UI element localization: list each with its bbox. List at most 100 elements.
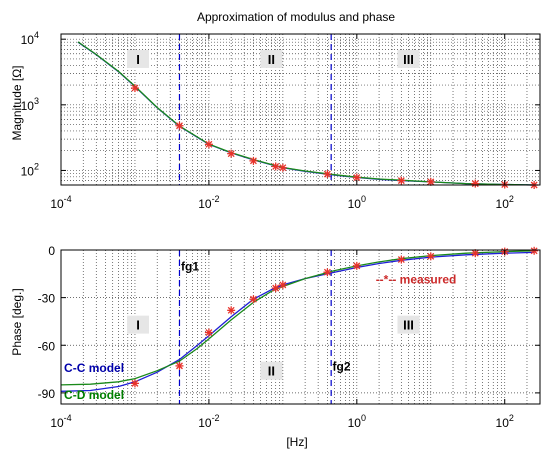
- phase-measured-stroke: [471, 249, 479, 257]
- magnitude-measured-stroke: [131, 84, 139, 92]
- magnitude-measured-point: [426, 177, 435, 186]
- magnitude-x-tick-label: 10-4: [50, 194, 71, 211]
- phase-measured-stroke: [227, 306, 235, 314]
- magnitude-x-tick-exponent: -2: [212, 194, 220, 204]
- magnitude-measured-point: [471, 179, 480, 188]
- phase-region-box: [397, 315, 420, 334]
- phase-y-tick-label: 0: [48, 244, 55, 258]
- magnitude-region-box: [397, 49, 420, 68]
- magnitude-measured-stroke: [272, 162, 280, 170]
- phase-measured-point: [352, 261, 361, 270]
- magnitude-x-tick-exponent: 0: [361, 194, 366, 204]
- phase-y-tick-label: -90: [38, 387, 56, 401]
- magnitude-x-tick-exponent: -4: [64, 194, 72, 204]
- phase-annotation: --*-- measured: [376, 272, 457, 286]
- phase-measured-stroke: [279, 281, 287, 289]
- phase-measured-stroke: [397, 256, 405, 263]
- magnitude-y-tick-base: 10: [21, 33, 35, 47]
- phase-measured-stroke: [205, 329, 213, 337]
- magnitude-y-tick-exponent: 4: [34, 30, 39, 40]
- phase-y-tick-label: -60: [38, 339, 56, 353]
- magnitude-y-tick-exponent: 2: [34, 161, 39, 171]
- magnitude-measured-point: [249, 156, 258, 165]
- phase-x-tick-exponent: 2: [509, 413, 514, 423]
- magnitude-region-label: II: [268, 52, 275, 67]
- magnitude-axes-box: [60, 33, 541, 186]
- phase-grid: [61, 250, 540, 404]
- phase-region-box: [260, 361, 283, 380]
- phase-annotation: fg2: [333, 360, 351, 374]
- phase-region-label: III: [403, 318, 414, 333]
- magnitude-measured-point: [278, 163, 287, 172]
- magnitude-y-tick-base: 10: [21, 164, 35, 178]
- phase-measured-point: [175, 361, 184, 370]
- magnitude-y-tick-exponent: 3: [34, 96, 39, 106]
- magnitude-y-tick-label: 103: [21, 96, 39, 113]
- phase-measured-point: [271, 284, 280, 293]
- phase-y-axis-label: Phase [deg.]: [10, 288, 24, 355]
- phase-measured-point: [227, 306, 236, 315]
- magnitude-y-tick-label: 104: [21, 30, 39, 47]
- phase-measured-point: [397, 255, 406, 264]
- phase-measured-stroke: [427, 252, 435, 260]
- magnitude-line-cd-model: [77, 41, 535, 186]
- magnitude-measured-point: [323, 170, 332, 179]
- magnitude-measured-point: [204, 140, 213, 149]
- magnitude-x-tick-exponent: 2: [509, 194, 514, 204]
- phase-x-tick-base: 10: [348, 416, 362, 430]
- phase-measured-stroke: [176, 362, 183, 370]
- x-axis-label: [Hz]: [286, 435, 307, 449]
- phase-x-tick-base: 10: [50, 416, 64, 430]
- phase-x-tick-label: 102: [496, 413, 514, 430]
- phase-measured-stroke: [131, 379, 139, 387]
- magnitude-x-tick-label: 102: [496, 194, 514, 211]
- phase-region-label: II: [268, 364, 275, 379]
- phase-x-tick-exponent: -2: [212, 413, 220, 423]
- magnitude-region-box: [260, 49, 283, 68]
- phase-measured-point: [530, 246, 539, 255]
- phase-x-tick-base: 10: [198, 416, 212, 430]
- magnitude-x-tick-base: 10: [496, 197, 510, 211]
- phase-y-tick-label: -30: [38, 292, 56, 306]
- phase-x-tick-exponent: -4: [64, 413, 72, 423]
- phase-measured-stroke: [353, 262, 361, 270]
- figure-title: Approximation of modulus and phase: [197, 10, 395, 24]
- phase-x-tick-base: 10: [496, 416, 510, 430]
- magnitude-x-tick-base: 10: [348, 197, 362, 211]
- phase-measured-point: [130, 379, 139, 388]
- magnitude-measured-stroke: [227, 150, 235, 158]
- magnitude-measured-stroke: [279, 164, 287, 172]
- magnitude-x-tick-label: 100: [348, 194, 366, 211]
- phase-annotation: fg1: [181, 260, 199, 274]
- magnitude-measured-point: [227, 149, 236, 158]
- phase-measured-point: [278, 280, 287, 289]
- phase-axes-box: [60, 249, 541, 405]
- magnitude-measured-point: [175, 121, 184, 130]
- phase-region-box: [127, 315, 150, 334]
- magnitude-measured-stroke: [249, 157, 257, 165]
- magnitude-measured-point: [397, 176, 406, 185]
- phase-measured-stroke: [249, 295, 257, 303]
- phase-region-label: I: [136, 318, 140, 333]
- magnitude-region-box: [127, 49, 150, 68]
- phase-x-tick-exponent: 0: [361, 413, 366, 423]
- magnitude-measured-stroke: [353, 174, 361, 181]
- phase-measured-point: [204, 328, 213, 337]
- magnitude-x-tick-base: 10: [198, 197, 212, 211]
- magnitude-y-tick-base: 10: [21, 99, 35, 113]
- phase-line-cd-model: [60, 250, 535, 386]
- magnitude-measured-stroke: [323, 170, 331, 178]
- magnitude-x-tick-label: 10-2: [198, 194, 219, 211]
- phase-annotation: C-C model: [64, 361, 124, 375]
- magnitude-measured-point: [130, 84, 139, 93]
- magnitude-measured-point: [271, 162, 280, 171]
- phase-x-tick-label: 100: [348, 413, 366, 430]
- magnitude-region-label: I: [136, 52, 140, 67]
- magnitude-y-axis-label: Magnitude [Ω]: [10, 65, 24, 140]
- magnitude-measured-stroke: [205, 140, 213, 148]
- phase-measured-point: [323, 268, 332, 277]
- magnitude-x-tick-base: 10: [50, 197, 64, 211]
